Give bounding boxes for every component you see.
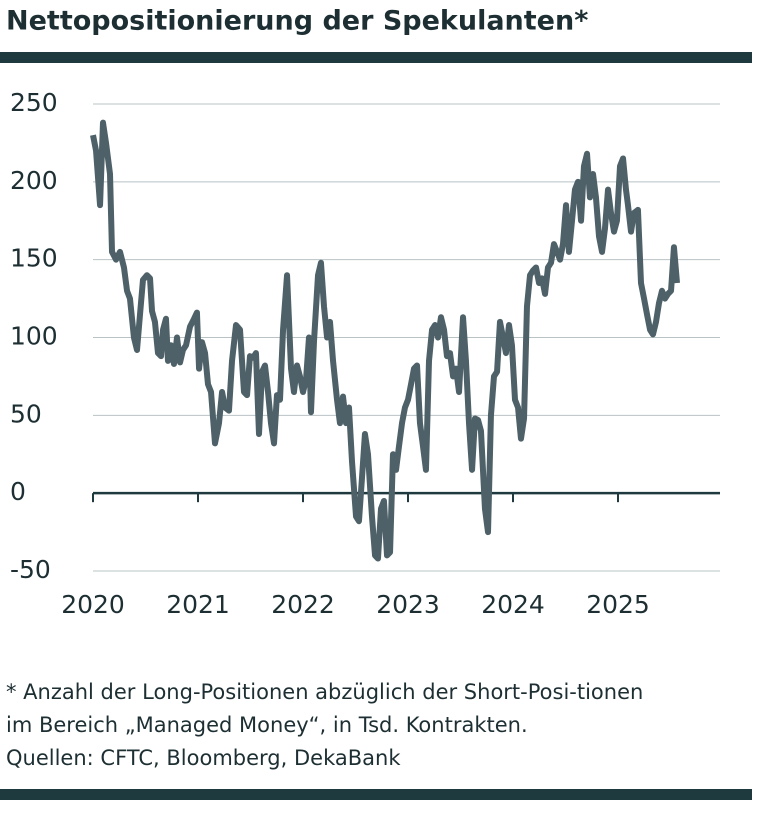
y-tick-label: 50: [10, 399, 42, 428]
y-tick-label: 0: [10, 477, 26, 506]
chart-title: Nettopositionierung der Spekulanten*: [6, 6, 588, 37]
series-line: [90, 119, 680, 562]
x-tick-label: 2022: [271, 590, 335, 619]
y-tick-label: 100: [10, 322, 58, 351]
bottom-rule: [0, 789, 752, 800]
x-tick-label: 2023: [376, 590, 440, 619]
footnote: im Bereich „Managed Money“, in Tsd. Kont…: [6, 713, 528, 737]
footnote: Quellen: CFTC, Bloomberg, DekaBank: [6, 746, 401, 770]
x-tick-label: 2020: [61, 590, 125, 619]
x-tick-label: 2025: [586, 590, 650, 619]
x-tick-label: 2021: [166, 590, 230, 619]
top-rule: [0, 52, 752, 63]
y-tick-label: 150: [10, 244, 58, 273]
y-tick-label: -50: [10, 555, 51, 584]
footnote: * Anzahl der Long-Positionen abzüglich d…: [6, 680, 643, 704]
y-tick-label: 200: [10, 166, 58, 195]
y-tick-label: 250: [10, 88, 58, 117]
x-tick-label: 2024: [481, 590, 545, 619]
